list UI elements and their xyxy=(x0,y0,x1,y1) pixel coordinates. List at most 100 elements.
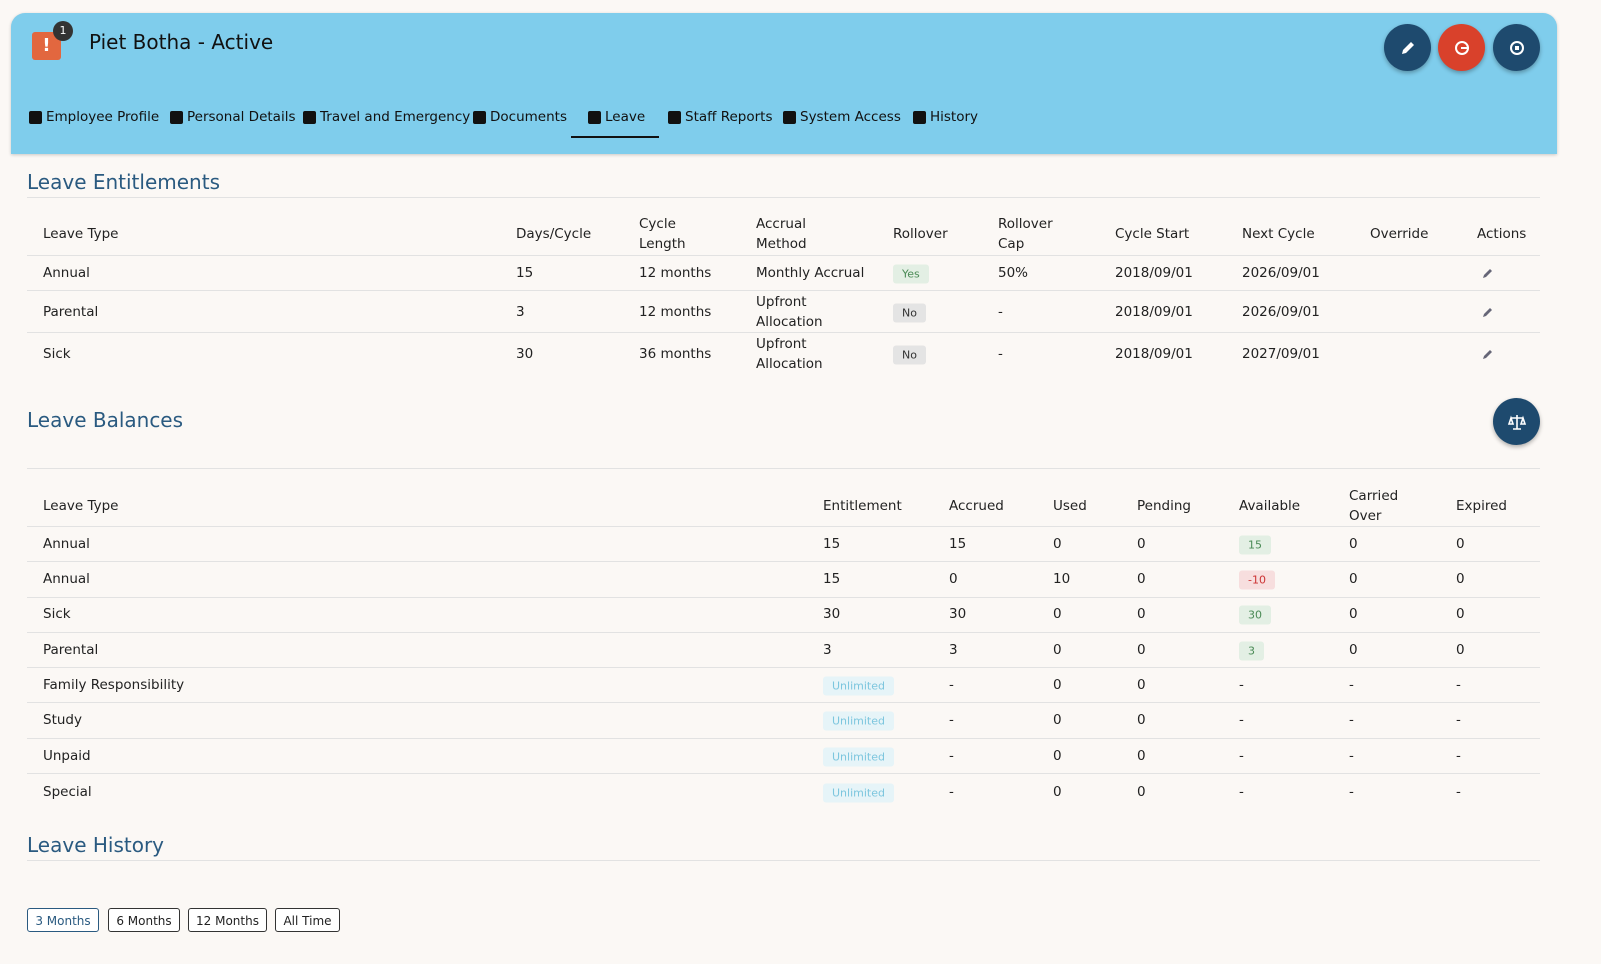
filter-button[interactable]: 6 Months xyxy=(108,908,180,932)
tab-icon xyxy=(29,110,42,124)
tab-label: Documents xyxy=(490,109,567,125)
table-cell: - xyxy=(1456,748,1461,764)
row-divider xyxy=(27,332,1540,333)
table-cell: 30 xyxy=(949,606,967,622)
section-rule xyxy=(27,197,1540,198)
table-cell: 0 xyxy=(1137,677,1146,693)
tab[interactable]: Personal Details xyxy=(170,107,295,127)
column-header: Used xyxy=(1053,498,1087,514)
tab[interactable]: Leave xyxy=(588,107,645,127)
tab[interactable]: Documents xyxy=(473,107,567,127)
table-cell: - xyxy=(949,784,954,800)
filter-button[interactable]: All Time xyxy=(275,908,340,932)
table-cell: Annual xyxy=(43,536,90,552)
tab-label: Personal Details xyxy=(187,109,296,125)
table-cell: 50% xyxy=(998,265,1029,281)
table-cell: 0 xyxy=(1137,642,1146,658)
badge: -10 xyxy=(1239,570,1275,590)
table-cell: 0 xyxy=(1137,571,1146,587)
table-cell: 0 xyxy=(1456,642,1465,658)
row-divider xyxy=(27,255,1540,256)
cell-badge-wrap: -10 xyxy=(1239,569,1275,590)
tab-label: Employee Profile xyxy=(46,109,160,125)
table-cell: Sick xyxy=(43,606,71,622)
table-cell: Annual xyxy=(43,571,90,587)
table-cell: Upfront Allocation xyxy=(756,294,823,330)
tab-icon xyxy=(913,110,926,124)
table-cell: - xyxy=(1456,712,1461,728)
badge: Unlimited xyxy=(823,676,894,696)
reset-icon xyxy=(1509,40,1524,55)
table-cell: 0 xyxy=(1137,712,1146,728)
cell-badge-wrap: No xyxy=(893,344,926,365)
edit-icon xyxy=(1401,41,1414,54)
column-header: Accrued xyxy=(949,498,1004,514)
edit-row-icon[interactable] xyxy=(1481,347,1495,361)
column-header: Days/Cycle xyxy=(516,226,592,242)
cell-badge-wrap: Unlimited xyxy=(823,782,894,803)
table-cell: Unpaid xyxy=(43,748,91,764)
table-cell: Study xyxy=(43,712,82,728)
row-divider xyxy=(27,702,1540,703)
tab-icon xyxy=(303,110,316,124)
table-cell: 0 xyxy=(1349,642,1358,658)
table-cell: 0 xyxy=(1053,536,1062,552)
row-divider xyxy=(27,526,1540,527)
edit-row-icon[interactable] xyxy=(1481,266,1495,280)
section-rule xyxy=(27,468,1540,469)
section-title: Leave Entitlements xyxy=(27,170,220,194)
table-cell: 0 xyxy=(1137,748,1146,764)
edit-button[interactable] xyxy=(1384,24,1431,71)
balance-button[interactable] xyxy=(1493,398,1540,445)
row-divider xyxy=(27,290,1540,291)
header-bar xyxy=(11,13,1557,154)
exit-button[interactable] xyxy=(1438,24,1485,71)
section-title: Leave History xyxy=(27,833,165,857)
table-cell: - xyxy=(1239,748,1244,764)
column-header: Leave Type xyxy=(43,498,119,514)
column-header: Rollover xyxy=(893,226,948,242)
tab[interactable]: Staff Reports xyxy=(668,107,773,127)
table-cell: 0 xyxy=(949,571,958,587)
table-cell: - xyxy=(1456,784,1461,800)
cell-badge-wrap: Yes xyxy=(893,263,929,284)
table-cell: 12 months xyxy=(639,304,712,320)
tab[interactable]: History xyxy=(913,107,978,127)
column-header: Leave Type xyxy=(43,226,119,242)
table-cell: Family Responsibility xyxy=(43,677,185,693)
reset-button[interactable] xyxy=(1493,24,1540,71)
tab[interactable]: Travel and Emergency xyxy=(303,107,470,127)
edit-row-icon[interactable] xyxy=(1481,305,1495,319)
tab-icon xyxy=(668,110,681,124)
table-cell: 2018/09/01 xyxy=(1115,265,1193,281)
table-cell: - xyxy=(1349,712,1354,728)
tab-icon xyxy=(170,110,183,124)
cell-badge-wrap: 30 xyxy=(1239,604,1271,625)
filter-button[interactable]: 3 Months xyxy=(27,908,99,932)
table-cell: Special xyxy=(43,784,92,800)
row-divider xyxy=(27,561,1540,562)
badge: Yes xyxy=(893,264,929,284)
table-cell: 0 xyxy=(1456,571,1465,587)
table-cell: - xyxy=(949,677,954,693)
table-cell: - xyxy=(998,304,1003,320)
table-cell: - xyxy=(1239,677,1244,693)
filter-button[interactable]: 12 Months xyxy=(188,908,267,932)
table-cell: 12 months xyxy=(639,265,712,281)
table-cell: - xyxy=(1349,784,1354,800)
table-cell: - xyxy=(949,748,954,764)
tab[interactable]: System Access xyxy=(783,107,901,127)
badge: 15 xyxy=(1239,535,1271,555)
table-cell: Parental xyxy=(43,642,99,658)
table-cell: 36 months xyxy=(639,346,712,362)
table-cell: 0 xyxy=(1137,784,1146,800)
column-header: Accrual Method xyxy=(756,216,807,252)
table-cell: - xyxy=(1349,748,1354,764)
table-cell: 0 xyxy=(1349,571,1358,587)
cell-badge-wrap: Unlimited xyxy=(823,710,894,731)
tab-label: Staff Reports xyxy=(685,109,773,125)
tab[interactable]: Employee Profile xyxy=(29,107,159,127)
table-cell: 2027/09/01 xyxy=(1242,346,1320,362)
table-cell: - xyxy=(1349,677,1354,693)
